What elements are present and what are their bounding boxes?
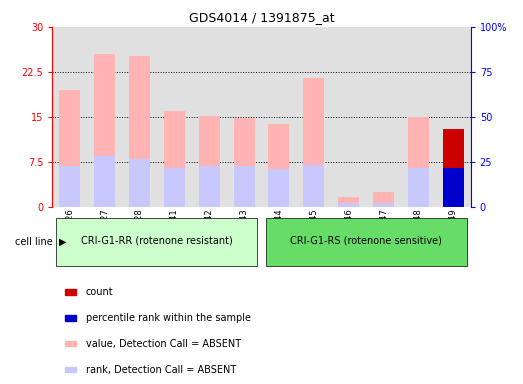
Bar xyxy=(52,27,87,207)
Bar xyxy=(373,192,394,207)
Bar xyxy=(373,202,394,207)
Bar xyxy=(303,78,324,207)
Text: percentile rank within the sample: percentile rank within the sample xyxy=(86,313,251,323)
Bar xyxy=(436,27,471,207)
Bar xyxy=(65,315,76,321)
Bar xyxy=(192,27,226,207)
Bar xyxy=(234,166,255,207)
Text: count: count xyxy=(86,287,113,297)
Bar xyxy=(56,218,257,266)
Bar xyxy=(234,118,255,207)
Text: value, Detection Call = ABSENT: value, Detection Call = ABSENT xyxy=(86,339,241,349)
Bar xyxy=(303,165,324,207)
Bar xyxy=(268,124,289,207)
Bar xyxy=(338,202,359,207)
Bar xyxy=(443,129,464,207)
Bar xyxy=(443,168,464,207)
Bar xyxy=(199,166,220,207)
Bar xyxy=(65,367,76,372)
Bar xyxy=(164,111,185,207)
Bar xyxy=(94,156,115,207)
Bar xyxy=(268,169,289,207)
Bar xyxy=(262,27,297,207)
Bar xyxy=(157,27,192,207)
Bar xyxy=(59,90,80,207)
Bar xyxy=(65,290,76,295)
Bar xyxy=(65,341,76,346)
Bar xyxy=(297,27,331,207)
Bar xyxy=(199,116,220,207)
Bar xyxy=(408,117,429,207)
Bar xyxy=(94,54,115,207)
Bar xyxy=(338,197,359,207)
Bar xyxy=(366,27,401,207)
Bar xyxy=(164,168,185,207)
Text: CRI-G1-RS (rotenone sensitive): CRI-G1-RS (rotenone sensitive) xyxy=(290,236,442,246)
Bar xyxy=(331,27,366,207)
Bar xyxy=(87,27,122,207)
Bar xyxy=(129,159,150,207)
Bar xyxy=(122,27,157,207)
Bar xyxy=(59,166,80,207)
Bar xyxy=(408,168,429,207)
Bar xyxy=(266,218,467,266)
Text: CRI-G1-RR (rotenone resistant): CRI-G1-RR (rotenone resistant) xyxy=(81,236,233,246)
Bar xyxy=(226,27,262,207)
Text: cell line  ▶: cell line ▶ xyxy=(15,237,66,247)
Text: rank, Detection Call = ABSENT: rank, Detection Call = ABSENT xyxy=(86,365,236,375)
Title: GDS4014 / 1391875_at: GDS4014 / 1391875_at xyxy=(189,11,334,24)
Bar xyxy=(129,56,150,207)
Bar xyxy=(401,27,436,207)
